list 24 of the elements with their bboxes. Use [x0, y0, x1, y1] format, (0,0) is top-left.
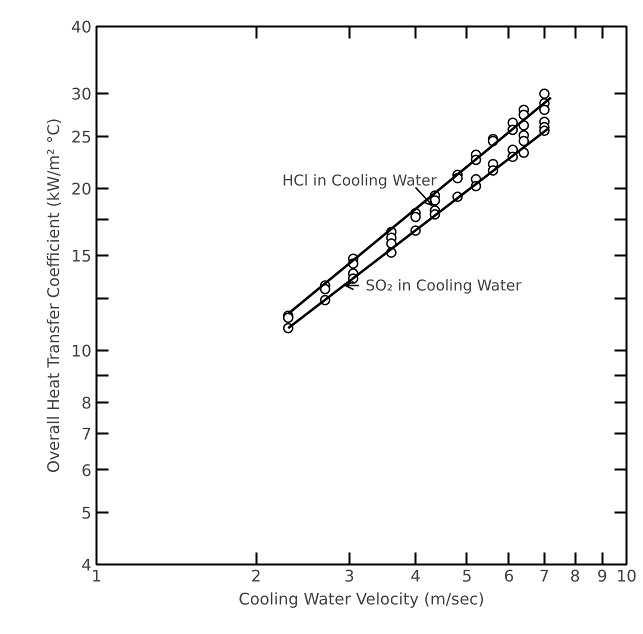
x-tick-label: 3 — [344, 566, 354, 586]
x-tick-label: 9 — [597, 566, 608, 586]
x-tick-label: 7 — [539, 566, 550, 586]
x-tick-label: 5 — [462, 566, 472, 586]
y-tick-label: 40 — [71, 18, 92, 36]
x-tick-label: 2 — [250, 566, 262, 586]
y-tick-label: 25 — [71, 127, 92, 146]
x-tick-label: 8 — [570, 566, 580, 586]
y-tick-label: 7 — [81, 424, 92, 444]
y-tick-label: 20 — [71, 179, 92, 198]
x-tick-label: 6 — [504, 566, 514, 586]
y-tick-label: 8 — [81, 394, 92, 413]
y-axis-title: Overall Heat Transfer Coefficient (kW/m² °C) — [44, 118, 64, 473]
y-tick-label: 15 — [71, 246, 92, 266]
annotation: HCl in Cooling Water — [282, 171, 438, 190]
x-tick-label: 4 — [410, 566, 421, 586]
x-tick-label: 10 — [616, 566, 637, 586]
y-tick-label: 5 — [81, 503, 92, 522]
x-axis-title: Cooling Water Velocity (m/sec) — [238, 590, 484, 608]
y-tick-label: 6 — [81, 460, 92, 480]
y-tick-label: 30 — [71, 84, 92, 104]
y-tick-label: 10 — [71, 341, 92, 360]
x-tick-label: 1 — [91, 566, 102, 586]
annotation: SO₂ in Cooling Water — [366, 276, 522, 295]
